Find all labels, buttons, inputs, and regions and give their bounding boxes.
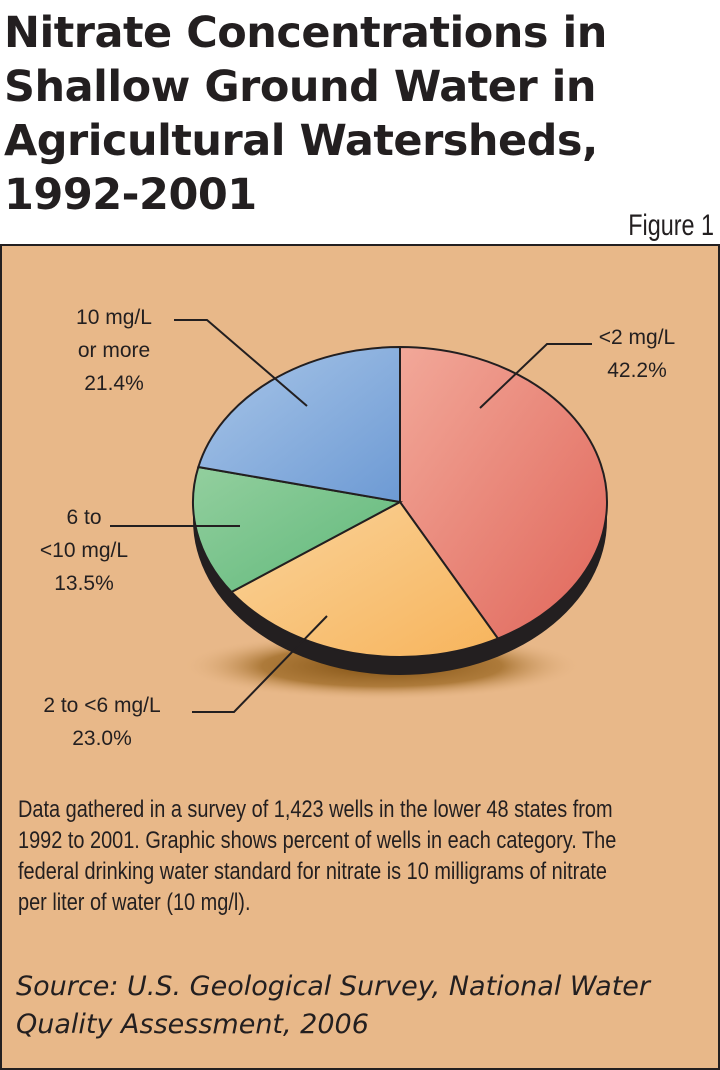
pie-slice (229, 500, 500, 658)
slice-label-line: 10 mg/L (76, 306, 152, 329)
pie-chart: <2 mg/L 42.2% 2 to <6 mg/L 23.0% 6 to <10 mg/… (40, 306, 675, 750)
description-line: per liter of water (10 mg/l). (18, 889, 251, 916)
slice-label-line: 21.4% (84, 372, 144, 395)
source-line: Quality Assessment, 2006 (16, 1009, 369, 1040)
pie-slice (192, 465, 404, 594)
title-line: Nitrate Concentrations in (4, 8, 607, 58)
slice-label: 10 mg/L or more 21.4% (76, 306, 152, 395)
source-line: Source: U.S. Geological Survey, National… (16, 971, 650, 1002)
title-line: 1992-2001 (4, 170, 257, 220)
leader-line (192, 615, 328, 713)
figure-label: Figure 1 (628, 209, 714, 242)
chart-title: Nitrate Concentrations in Shallow Ground… (4, 6, 716, 222)
title-line: Shallow Ground Water in (4, 62, 597, 112)
pie-slice (399, 345, 608, 640)
description-line: federal drinking water standard for nitr… (18, 858, 608, 885)
title-line: Agricultural Watersheds, (4, 116, 598, 166)
slice-label-line: 42.2% (607, 359, 667, 382)
slice-label: 2 to <6 mg/L 23.0% (43, 694, 160, 750)
slice-label-line: <10 mg/L (40, 539, 128, 562)
pie-slice (197, 345, 401, 504)
slice-label-line: 13.5% (54, 572, 114, 595)
slice-label-line: 23.0% (72, 727, 132, 750)
slice-label-line: or more (78, 339, 150, 362)
slice-label-line: 6 to (66, 506, 101, 529)
leader-line (479, 343, 592, 409)
leader-line (174, 319, 308, 407)
source-note: Source: U.S. Geological Survey, National… (16, 968, 716, 1044)
slice-label-line: <2 mg/L (599, 326, 675, 349)
chart-panel: <2 mg/L 42.2% 2 to <6 mg/L 23.0% 6 to <10 mg/… (0, 244, 720, 1070)
description-line: Data gathered in a survey of 1,423 wells… (18, 796, 613, 823)
slice-label: <2 mg/L 42.2% (599, 326, 675, 382)
description-line: 1992 to 2001. Graphic shows percent of w… (18, 827, 617, 854)
chart-description: Data gathered in a survey of 1,423 wells… (18, 794, 617, 918)
slice-label-line: 2 to <6 mg/L (43, 694, 160, 717)
slice-label: 6 to <10 mg/L 13.5% (40, 506, 128, 595)
